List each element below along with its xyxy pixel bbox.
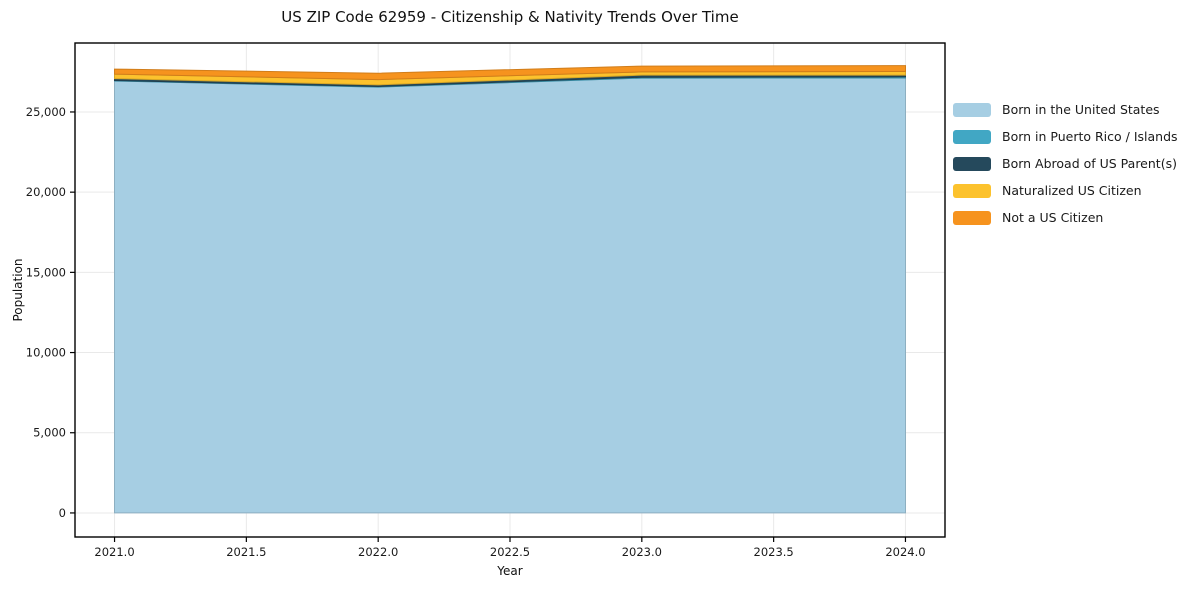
- legend-swatch: [953, 129, 991, 144]
- y-axis-label: Population: [11, 258, 25, 322]
- legend-item: Born in the United States: [953, 96, 1178, 123]
- legend-swatch: [953, 210, 991, 225]
- x-tick-label: 2024.0: [885, 545, 925, 559]
- y-tick-label: 15,000: [26, 265, 66, 279]
- stacked-areas: [114, 65, 906, 514]
- legend-label: Naturalized US Citizen: [1002, 183, 1142, 198]
- x-tick-label: 2023.5: [754, 545, 794, 559]
- legend-item: Born Abroad of US Parent(s): [953, 150, 1178, 177]
- legend-label: Not a US Citizen: [1002, 210, 1104, 225]
- legend-swatch: [953, 183, 991, 198]
- y-tick-label: 25,000: [26, 105, 66, 119]
- y-tick-label: 20,000: [26, 185, 66, 199]
- legend-item: Not a US Citizen: [953, 204, 1178, 231]
- x-tick-label: 2023.0: [622, 545, 662, 559]
- legend-swatch: [953, 102, 991, 117]
- chart-title: US ZIP Code 62959 - Citizenship & Nativi…: [281, 8, 739, 26]
- legend-item: Born in Puerto Rico / Islands: [953, 123, 1178, 150]
- area-not-a-us-citizen: [114, 65, 906, 81]
- y-tick-label: 0: [59, 506, 66, 520]
- y-tick-label: 10,000: [26, 346, 66, 360]
- y-tick-label: 5,000: [33, 426, 66, 440]
- legend-label: Born Abroad of US Parent(s): [1002, 156, 1177, 171]
- x-tick-label: 2022.5: [490, 545, 530, 559]
- legend: Born in the United States Born in Puerto …: [953, 96, 1178, 231]
- legend-swatch: [953, 156, 991, 171]
- axis-ticks: 2021.0 2021.5 2022.0 2022.5 2023.0 2023.5 2024…: [26, 105, 926, 559]
- x-axis-label: Year: [497, 564, 523, 578]
- area-born-in-the-united-states: [114, 77, 906, 514]
- x-tick-label: 2021.0: [94, 545, 134, 559]
- legend-item: Naturalized US Citizen: [953, 177, 1178, 204]
- x-tick-label: 2022.0: [358, 545, 398, 559]
- x-tick-label: 2021.5: [226, 545, 266, 559]
- legend-label: Born in the United States: [1002, 102, 1160, 117]
- legend-label: Born in Puerto Rico / Islands: [1002, 129, 1178, 144]
